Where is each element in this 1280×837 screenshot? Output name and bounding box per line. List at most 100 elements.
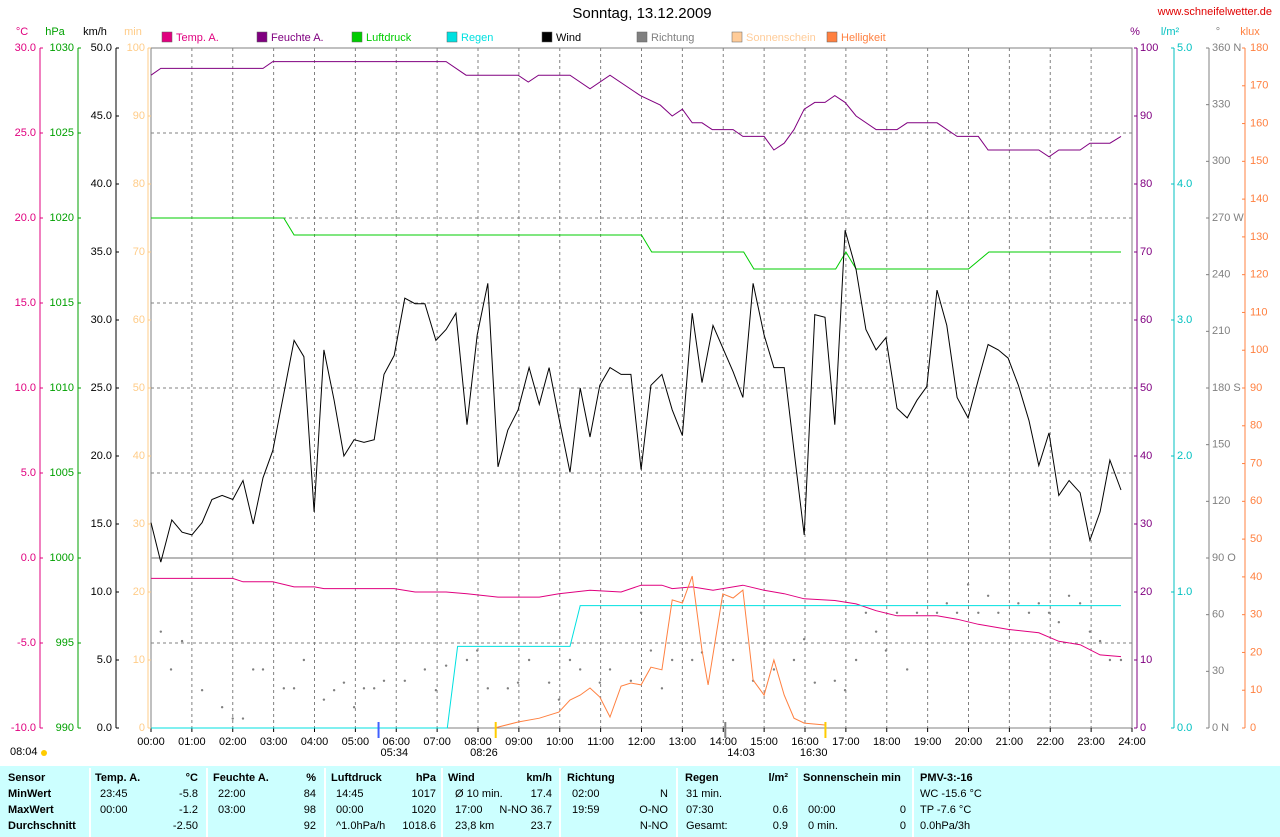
table-cell: N-NO 36.7 [499,804,552,816]
y-tick-label: 60 [1250,495,1262,507]
direction-dot [475,649,479,652]
y-tick-label: 0.0 [1177,722,1192,734]
direction-dot [1027,611,1031,614]
direction-dot [527,658,531,662]
y-tick-label: 70 [133,246,145,258]
x-tick-label: 17:00 [832,736,860,748]
direction-dot [516,681,520,684]
y-tick-label: 180 S [1212,382,1241,394]
direction-dot [568,658,572,662]
x-tick-label: 23:00 [1077,736,1105,748]
direction-dot [1088,630,1092,633]
x-tick-label: 01:00 [178,736,206,748]
y-tick-label: 0 [1250,722,1256,734]
y-tick-label: 0.0 [97,722,112,734]
y-tick-label: 10 [133,654,145,666]
x-tick-label: 20:00 [955,736,983,748]
table-cell: 23:45 [100,788,128,800]
table-cell: 19:59 [572,804,600,816]
series-line [494,575,826,729]
table-cell: 1020 [412,804,436,816]
y-tick-label: 270 W [1212,212,1244,224]
direction-dot [1017,602,1020,605]
y-tick-label: 30 [1140,518,1152,530]
y-tick-label: 90 [133,110,145,122]
y-tick-label: 10.0 [15,382,36,394]
table-cell: 0 [900,820,906,832]
direction-dot [690,658,694,662]
legend-swatch [541,31,553,43]
y-tick-label: 330 [1212,99,1230,111]
y-tick-label: 100 [1250,344,1268,356]
direction-dot [557,698,561,701]
x-tick-label: 10:00 [546,736,574,748]
direction-dot [169,668,173,671]
source: www.schneifelwetter.de [1157,6,1272,18]
y-tick-label: 30.0 [15,42,36,54]
series-line [150,61,1122,158]
y-tick-label: 0 N [1212,722,1229,734]
table-header: Regen [685,772,719,784]
table-cell: 00:00 [100,804,128,816]
legend-swatch [161,31,173,43]
y-tick-label: 40 [1140,450,1152,462]
y-tick-label: 90 [1250,382,1262,394]
table-background [0,766,1280,837]
y-tick-label: 80 [1140,178,1152,190]
x-tick-label: 11:00 [587,736,614,748]
direction-dot [802,638,806,641]
y-tick-label: 25.0 [15,127,36,139]
table-cell: 1017 [412,788,436,800]
direction-dot [935,611,939,614]
y-tick-label: 15.0 [15,297,36,309]
direction-dot [1057,621,1061,624]
y-tick-label: 30 [1212,665,1224,677]
x-tick-label: 13:00 [669,736,697,748]
x-tick-label: 14:00 [709,736,737,748]
x-tick-label: 21:00 [996,736,1024,748]
series-line [151,217,1121,270]
y-tick-label: 30 [1250,609,1262,621]
direction-dot [506,687,510,690]
direction-dot [322,698,326,701]
direction-dot [200,689,204,692]
y-tick-label: 20 [1140,586,1152,598]
y-tick-label: 35.0 [91,246,112,258]
direction-dot [382,679,386,682]
direction-dot [444,664,448,667]
moon-label: 08:04 [10,746,38,758]
chart-title: Sonntag, 13.12.2009 [572,5,711,22]
direction-dot [629,679,633,682]
direction-dot [670,658,674,662]
x-tick-label: 19:00 [914,736,942,748]
direction-dot [465,658,469,662]
legend-label: Temp. A. [176,32,219,44]
y-tick-label: 40 [133,450,145,462]
y-tick-label: 50 [133,382,145,394]
y-tick-label: 5.0 [1177,42,1192,54]
y-tick-label: 50.0 [91,42,112,54]
direction-dot [1108,658,1112,662]
y-tick-label: 1025 [50,127,74,139]
x-tick-label: 02:00 [219,736,247,748]
direction-dot [1119,658,1123,662]
table-cell: O-NO [639,804,668,816]
direction-dot [220,706,224,709]
table-cell: Ø 10 min. [455,788,503,800]
x-tick-label: 03:00 [260,736,288,748]
direction-dot [884,649,888,652]
table-header: PMV-3:-16 [920,772,973,784]
event-label: 05:34 [381,747,409,759]
direction-dot [608,668,612,671]
direction-dot [895,611,899,614]
direction-dot [813,681,817,684]
y-tick-label: 0.0 [21,552,36,564]
table-cell: 17:00 [455,804,483,816]
x-tick-label: 18:00 [873,736,901,748]
direction-dot [261,668,265,671]
y-tick-label: 150 [1250,155,1268,167]
x-tick-label: 22:00 [1036,736,1064,748]
y-tick-label: 10 [1250,684,1262,696]
y-tick-label: 60 [1212,609,1224,621]
